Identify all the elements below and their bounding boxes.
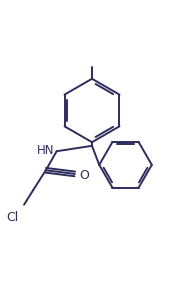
Text: HN: HN [37,144,55,157]
Text: Cl: Cl [6,211,19,224]
Text: O: O [79,169,89,182]
